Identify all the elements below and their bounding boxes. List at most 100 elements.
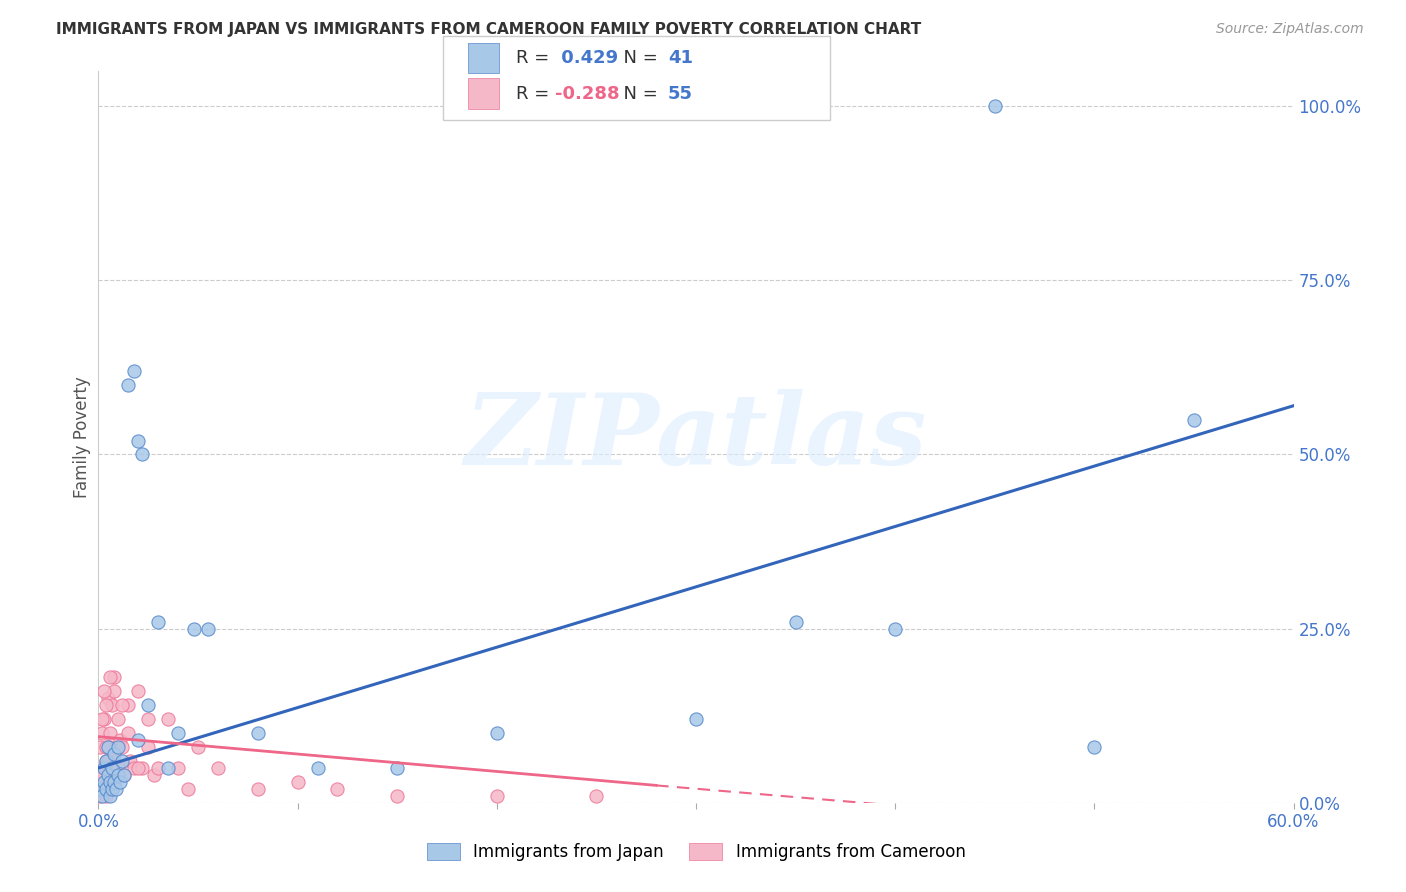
- Point: [107, 740, 129, 755]
- Legend: Immigrants from Japan, Immigrants from Cameroon: Immigrants from Japan, Immigrants from C…: [420, 836, 972, 868]
- Point: [93, 781, 115, 796]
- Point: [96, 698, 118, 713]
- Point: [177, 781, 200, 796]
- Point: [124, 364, 146, 378]
- Point: [93, 761, 115, 775]
- Point: [101, 781, 124, 796]
- Point: [112, 768, 135, 782]
- Point: [1182, 412, 1205, 426]
- Point: [107, 768, 129, 782]
- Point: [111, 698, 134, 713]
- Point: [136, 712, 159, 726]
- Point: [101, 781, 124, 796]
- Point: [385, 761, 409, 775]
- Y-axis label: Family Poverty: Family Poverty: [73, 376, 91, 498]
- Point: [1083, 740, 1105, 755]
- Point: [103, 775, 125, 789]
- Point: [120, 754, 142, 768]
- Point: [93, 684, 115, 698]
- Point: [785, 615, 807, 629]
- Point: [96, 789, 118, 803]
- Point: [91, 768, 114, 782]
- Text: N =: N =: [612, 85, 664, 103]
- Point: [98, 726, 122, 740]
- Point: [167, 726, 190, 740]
- Point: [98, 768, 122, 782]
- Point: [97, 775, 120, 789]
- Point: [117, 377, 139, 392]
- Point: [485, 726, 508, 740]
- Point: [136, 740, 159, 755]
- Point: [127, 733, 149, 747]
- Point: [143, 768, 166, 782]
- Text: Source: ZipAtlas.com: Source: ZipAtlas.com: [1216, 22, 1364, 37]
- Point: [96, 740, 118, 755]
- Point: [101, 698, 124, 713]
- Point: [107, 761, 129, 775]
- Point: [91, 781, 114, 796]
- Point: [98, 670, 122, 684]
- Point: [96, 754, 118, 768]
- Point: [131, 448, 153, 462]
- Point: [197, 622, 219, 636]
- Point: [101, 761, 124, 775]
- Point: [93, 712, 115, 726]
- Point: [307, 761, 329, 775]
- Text: 55: 55: [668, 85, 693, 103]
- Point: [127, 684, 149, 698]
- Text: 0.429: 0.429: [555, 49, 619, 67]
- Point: [157, 761, 180, 775]
- Text: 41: 41: [668, 49, 693, 67]
- Point: [105, 781, 128, 796]
- Point: [127, 761, 149, 775]
- Text: -0.288: -0.288: [555, 85, 620, 103]
- Point: [148, 615, 170, 629]
- Point: [884, 622, 907, 636]
- Point: [89, 740, 111, 755]
- Point: [93, 768, 115, 782]
- Text: ZIPatlas: ZIPatlas: [465, 389, 927, 485]
- Point: [157, 712, 180, 726]
- Point: [131, 761, 153, 775]
- Point: [97, 691, 120, 706]
- Point: [103, 684, 125, 698]
- Point: [984, 99, 1007, 113]
- Text: R =: R =: [516, 85, 555, 103]
- Point: [246, 781, 269, 796]
- Point: [103, 670, 125, 684]
- Point: [246, 726, 269, 740]
- Point: [112, 768, 135, 782]
- Point: [97, 754, 120, 768]
- Point: [97, 768, 120, 782]
- Text: N =: N =: [612, 49, 664, 67]
- Point: [111, 754, 134, 768]
- Point: [187, 740, 209, 755]
- Point: [98, 775, 122, 789]
- Point: [207, 761, 229, 775]
- Point: [111, 740, 134, 755]
- Point: [97, 740, 120, 755]
- Point: [287, 775, 309, 789]
- Point: [326, 781, 349, 796]
- Point: [96, 781, 118, 796]
- Point: [148, 761, 170, 775]
- Text: R =: R =: [516, 49, 555, 67]
- Point: [110, 775, 132, 789]
- Point: [585, 789, 607, 803]
- Point: [91, 789, 114, 803]
- Point: [91, 712, 114, 726]
- Point: [103, 747, 125, 761]
- Point: [91, 726, 114, 740]
- Text: IMMIGRANTS FROM JAPAN VS IMMIGRANTS FROM CAMEROON FAMILY POVERTY CORRELATION CHA: IMMIGRANTS FROM JAPAN VS IMMIGRANTS FROM…: [56, 22, 921, 37]
- Point: [136, 698, 159, 713]
- Point: [96, 754, 118, 768]
- Point: [98, 789, 122, 803]
- Point: [103, 754, 125, 768]
- Point: [385, 789, 409, 803]
- Point: [685, 712, 707, 726]
- Point: [89, 789, 111, 803]
- Point: [107, 712, 129, 726]
- Point: [485, 789, 508, 803]
- Point: [127, 434, 149, 448]
- Point: [117, 698, 139, 713]
